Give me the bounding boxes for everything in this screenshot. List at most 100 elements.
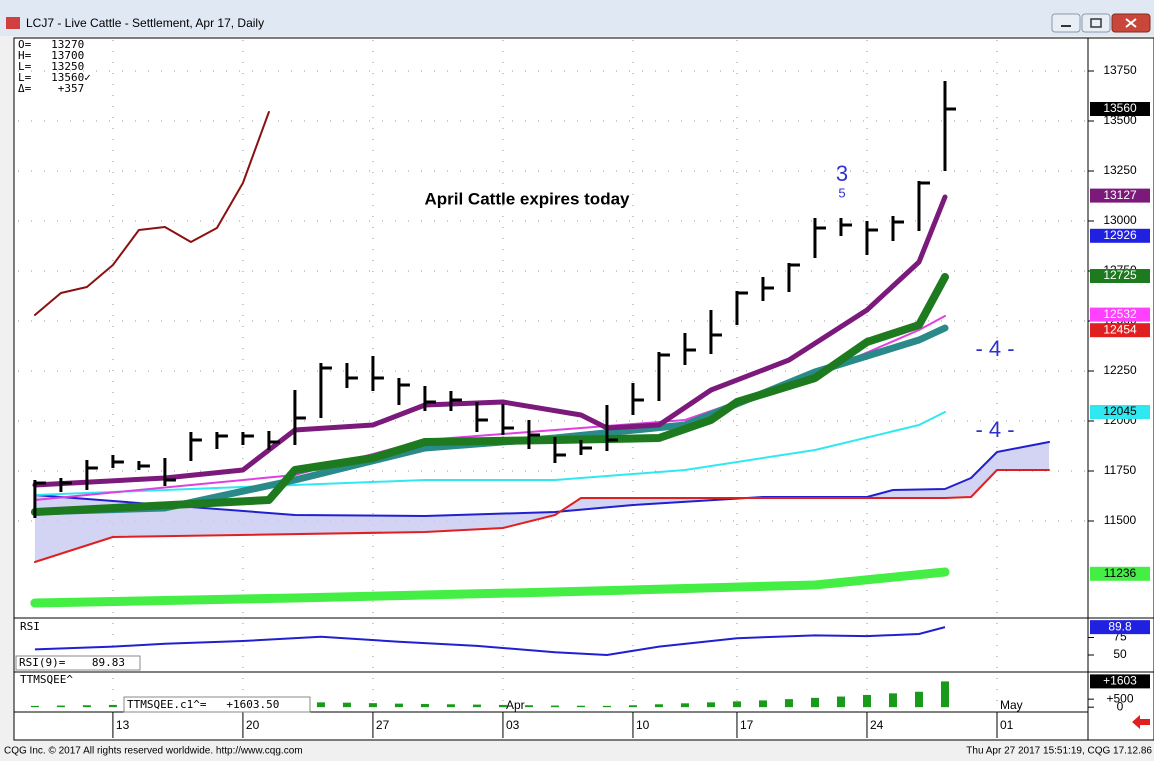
price-badge: [1090, 405, 1150, 419]
ttm-badge: [1090, 674, 1150, 689]
ttm-bar: [914, 691, 923, 708]
ttm-bar: [576, 705, 585, 708]
ttm-bar: [498, 704, 507, 708]
ttm-bar: [420, 703, 429, 708]
rsi-reading-box: [15, 655, 141, 671]
price-badge: [1090, 323, 1150, 338]
ttm-bar: [368, 703, 377, 708]
ttm-reading-box: [123, 696, 311, 713]
ttm-bar: [654, 704, 663, 708]
price-badge-label: 13560: [1103, 101, 1137, 115]
rsi-line: [34, 626, 946, 657]
x-tick-label: 17: [740, 718, 754, 732]
maximize-button[interactable]: [1081, 13, 1111, 33]
price-badge: [1090, 307, 1150, 322]
month-label: Apr: [506, 698, 525, 712]
ttm-bar: [316, 702, 325, 708]
x-tick-label: 24: [870, 718, 884, 732]
y-tick-label: 13250: [1103, 163, 1137, 177]
ttm-label: TTMSQEE^: [20, 673, 73, 686]
rsi-label: RSI: [20, 620, 40, 633]
ttm-bar: [862, 694, 871, 708]
ttm-bar: [628, 705, 637, 708]
ttm-bar: [82, 705, 91, 708]
ttm-bar: [680, 703, 689, 708]
rsi-reading: RSI(9)= 89.83: [19, 656, 125, 669]
x-tick-label: 13: [116, 718, 130, 732]
minimize-button[interactable]: [1051, 13, 1081, 33]
price-badge-label: 11236: [1104, 566, 1137, 580]
ttm-bar: [706, 702, 715, 708]
price-badge: [1090, 269, 1150, 283]
x-tick-label: 27: [376, 718, 390, 732]
ttm-bar: [394, 703, 403, 708]
price-badge-label: 12454: [1103, 322, 1137, 336]
y-tick-label: 13750: [1103, 63, 1137, 77]
ttm-bar: [940, 681, 949, 708]
indicator-line: [33, 411, 946, 496]
y-tick-label: 11500: [1104, 513, 1137, 527]
ttm-bar: [550, 705, 559, 708]
annotation: 3: [836, 161, 848, 186]
window-title: LCJ7 - Live Cattle - Settlement, Apr 17,…: [26, 16, 264, 30]
price-badge-label: 13127: [1103, 188, 1137, 202]
price-badge-label: 12532: [1103, 307, 1137, 321]
rsi-badge: [1090, 620, 1150, 635]
ttm-bar: [472, 704, 481, 708]
y-tick-label: 12250: [1103, 363, 1137, 377]
indicator-line: [33, 111, 270, 316]
annotation: April Cattle expires today: [424, 189, 630, 208]
y-tick-label: 50: [1113, 647, 1127, 661]
month-label: May: [1000, 698, 1023, 712]
indicator-line: [32, 194, 948, 488]
indicator-line: [30, 567, 950, 608]
header-line: L= 13560✓: [18, 71, 91, 84]
y-tick-label: 13000: [1103, 213, 1137, 227]
x-tick-label: 03: [506, 718, 520, 732]
status-right: Thu Apr 27 2017 15:51:19, CQG 17.12.86: [966, 746, 1152, 757]
ttm-bar: [784, 699, 793, 708]
header-line: H= 13700: [18, 49, 84, 62]
ttm-bar: [446, 704, 455, 708]
x-tick-label: 10: [636, 718, 650, 732]
close-glyph: [1125, 18, 1137, 28]
scroll-arrow[interactable]: [1132, 715, 1150, 729]
ttm-badge-label: +1603: [1103, 674, 1137, 688]
y-tick-label: 11750: [1104, 463, 1137, 477]
ttm-bar: [30, 705, 39, 708]
app-icon: [6, 17, 20, 29]
indicator-line: [30, 273, 949, 516]
annotation: 5: [838, 185, 845, 200]
title-bar: [0, 0, 1154, 36]
y-tick-label: 13500: [1103, 113, 1137, 127]
price-badge-label: 12725: [1103, 268, 1137, 282]
x-tick-label: 20: [246, 718, 260, 732]
rsi-badge-label: 89.8: [1108, 619, 1132, 633]
x-tick-label: 01: [1000, 718, 1014, 732]
ttm-bar: [108, 704, 117, 708]
price-badge: [1090, 188, 1150, 203]
ttm-bar: [524, 705, 533, 708]
ttm-bar: [342, 702, 351, 708]
indicator-line: [33, 469, 1050, 563]
ttm-bar: [602, 705, 611, 708]
price-badge-label: 12045: [1103, 404, 1137, 418]
annotation: - 4 -: [975, 417, 1014, 442]
price-badge: [1090, 228, 1150, 243]
header-line: Δ= +357: [18, 82, 84, 95]
ttm-bar: [888, 693, 897, 708]
status-left: CQG Inc. © 2017 All rights reserved worl…: [4, 746, 303, 757]
annotation: - 4 -: [975, 336, 1014, 361]
ttm-bar: [758, 700, 767, 708]
y-tick-label: +500: [1106, 691, 1133, 705]
chart-area: [13, 37, 1154, 741]
price-badge-label: 12926: [1103, 228, 1137, 242]
ttm-reading: TTMSQEE.c1^= +1603.50: [127, 698, 279, 711]
ttm-bar: [836, 696, 845, 708]
y-tick-label: 0: [1117, 699, 1124, 713]
price-badge: [1090, 102, 1150, 116]
ttm-bar: [732, 701, 741, 708]
